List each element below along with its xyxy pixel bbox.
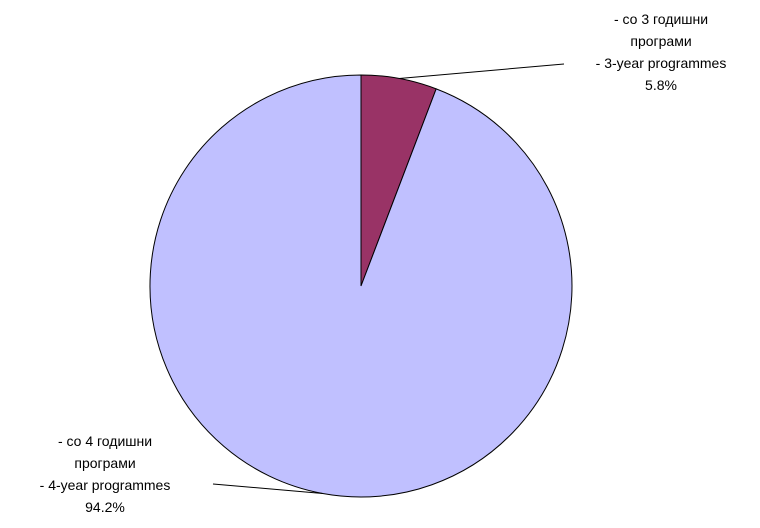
slice-value-4-year: 94.2% bbox=[85, 499, 125, 515]
slice-label-3-year: - со 3 годишни програми - 3-year program… bbox=[566, 8, 756, 96]
slice-value-3-year: 5.8% bbox=[645, 77, 677, 93]
leader-line-3-year bbox=[399, 63, 565, 79]
slice-label-3-year-line-3: - 3-year programmes bbox=[595, 55, 727, 71]
pie-slice-4-year bbox=[149, 74, 573, 498]
leader-lines bbox=[212, 63, 565, 495]
slice-label-3-year-line-2: програми bbox=[630, 33, 692, 49]
leader-line-4-year bbox=[212, 483, 323, 495]
slice-label-4-year-line-3: - 4-year programmes bbox=[39, 477, 171, 493]
slice-label-3-year-line-1: - со 3 годишни bbox=[613, 11, 709, 27]
pie-slices bbox=[149, 74, 573, 498]
slice-label-4-year: - со 4 годишни програми - 4-year program… bbox=[0, 430, 210, 518]
slice-label-4-year-line-1: - со 4 годишни bbox=[57, 433, 153, 449]
slice-label-4-year-line-2: програми bbox=[74, 455, 136, 471]
